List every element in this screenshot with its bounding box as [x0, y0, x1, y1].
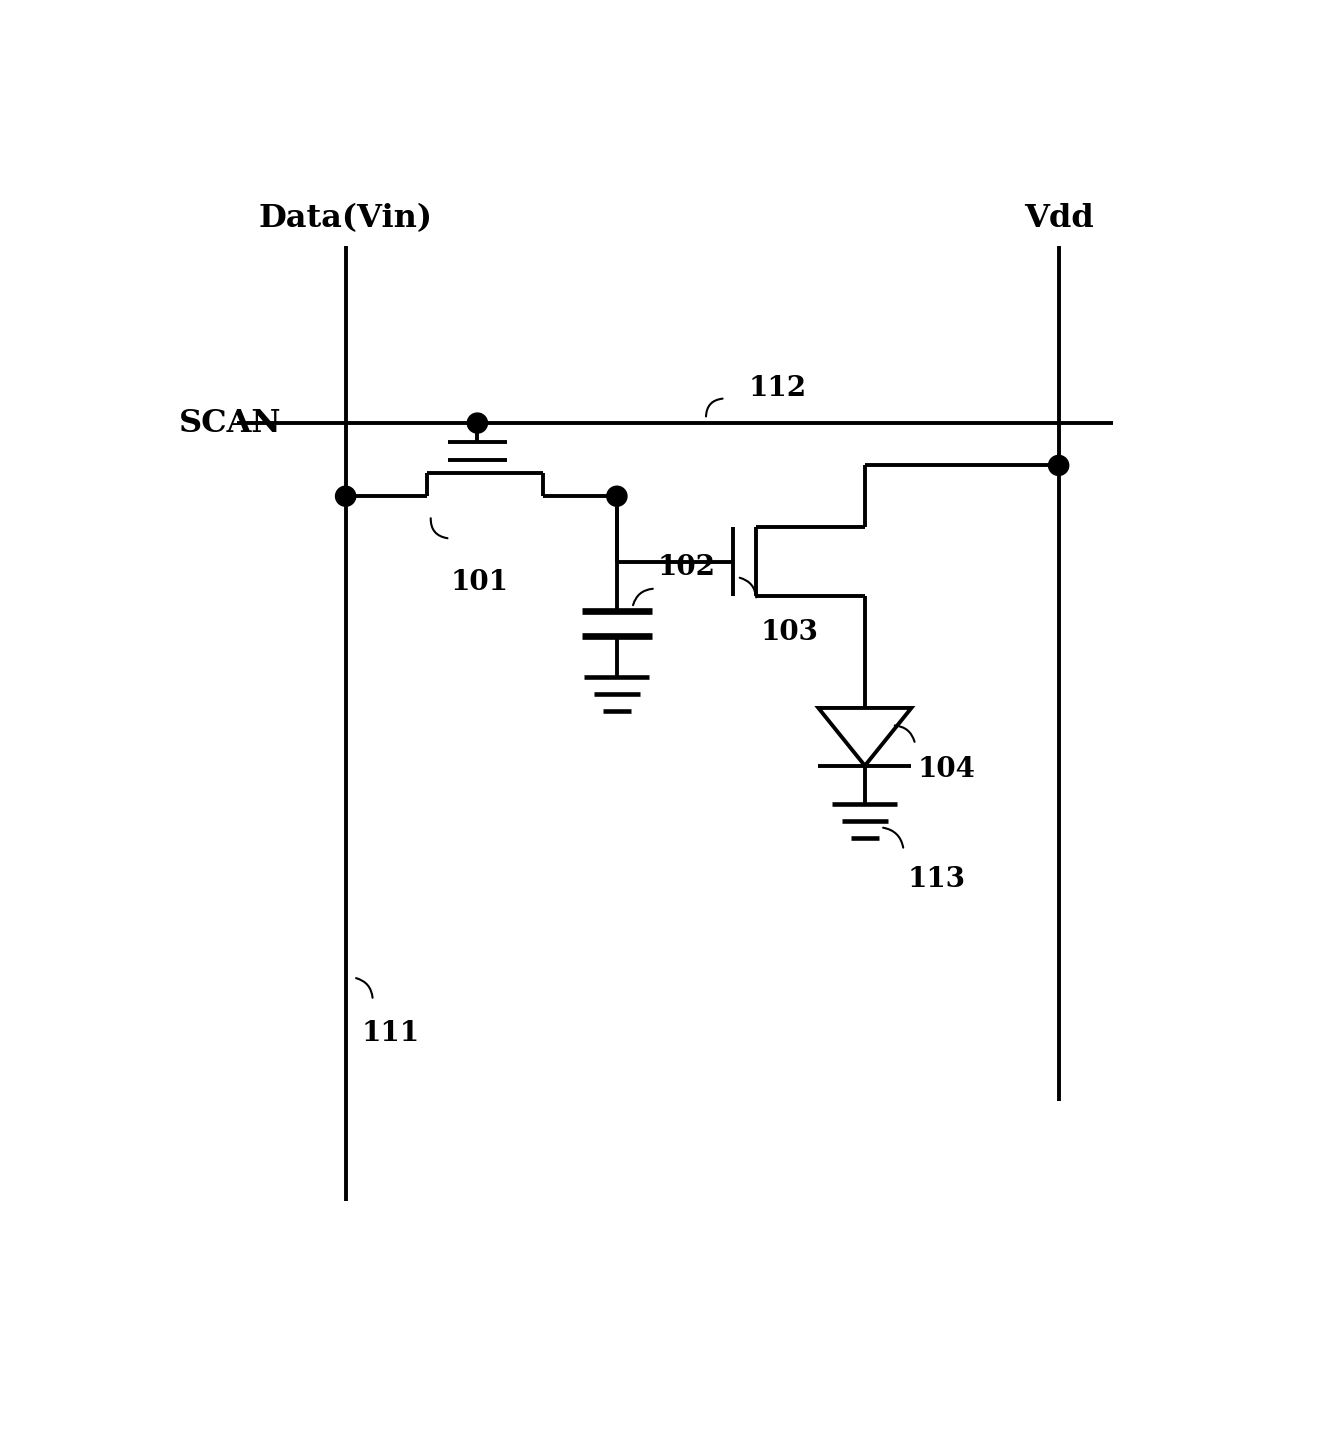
Circle shape [467, 413, 487, 433]
Text: 111: 111 [362, 1020, 419, 1046]
Text: Data(Vin): Data(Vin) [258, 203, 432, 234]
Text: Vdd: Vdd [1024, 203, 1094, 234]
Text: 104: 104 [917, 756, 975, 783]
Text: 102: 102 [657, 554, 715, 581]
Circle shape [607, 487, 627, 506]
Text: 113: 113 [908, 866, 965, 892]
Text: 101: 101 [450, 570, 509, 596]
Text: 112: 112 [749, 375, 807, 401]
Circle shape [1048, 455, 1069, 475]
Text: 103: 103 [761, 619, 818, 647]
Text: SCAN: SCAN [179, 408, 281, 439]
Circle shape [336, 487, 356, 506]
